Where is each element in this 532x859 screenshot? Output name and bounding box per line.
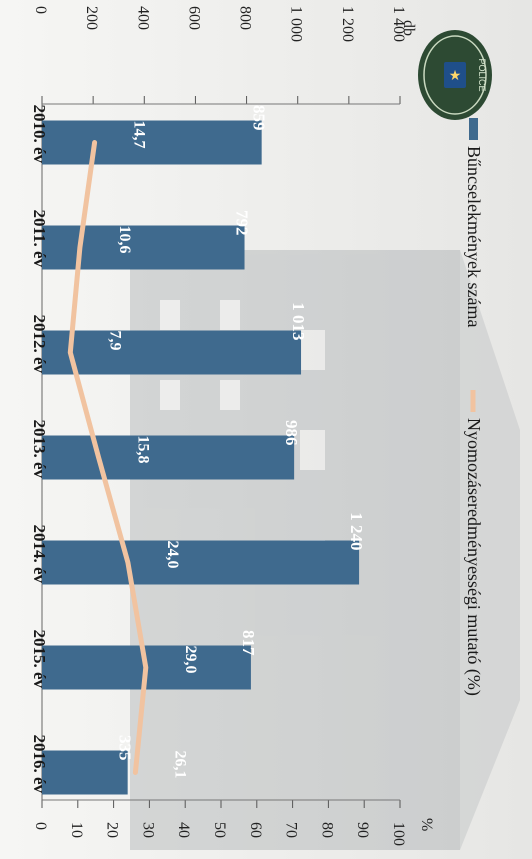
badge-text: POLICE — [477, 58, 487, 91]
tick-label-right: 90 — [354, 822, 371, 838]
line-series — [67, 140, 149, 775]
line-value-label: 26,1 — [171, 751, 188, 779]
bar-value-label: 1 013 — [289, 302, 308, 340]
legend-swatch-bars — [469, 118, 478, 140]
legend-label-line: Nyomozáseredményességi mutató (%) — [463, 418, 484, 696]
svg-text:★: ★ — [449, 67, 462, 83]
line-value-label: 24,0 — [164, 541, 181, 569]
tick-label-right: 20 — [104, 822, 121, 838]
labels: 859 2010. év 792 2011. év 1 013 2012. év 986 20… — [30, 105, 366, 794]
bar — [42, 225, 245, 270]
tick-label-right: 100 — [390, 822, 407, 846]
bar-value-label: 859 — [250, 105, 269, 131]
category-label: 2015. év — [30, 630, 49, 689]
line-value-label: 15,8 — [135, 436, 152, 464]
tick-label-left: 400 — [134, 6, 151, 30]
tick-label-right: 30 — [139, 822, 156, 838]
bar — [42, 750, 128, 795]
bar-value-label: 335 — [116, 735, 135, 761]
bar-value-label: 1 240 — [347, 512, 366, 550]
bar — [42, 330, 302, 375]
legend: Bűncselekmények száma Nyomozáseredményes… — [463, 118, 484, 696]
tick-label-left: 200 — [83, 6, 100, 30]
tick-label-right: 0 — [32, 822, 49, 830]
axis-unit-right: % — [418, 818, 435, 831]
bar — [42, 120, 262, 165]
line-value-label: 29,0 — [182, 646, 199, 674]
bar-value-label: 986 — [282, 420, 301, 446]
bar-value-label: 817 — [239, 630, 258, 656]
category-label: 2014. év — [30, 525, 49, 584]
tick-label-right: 50 — [211, 822, 228, 838]
category-label: 2011. év — [30, 210, 49, 268]
line-value-label: 14,7 — [131, 121, 148, 149]
tick-label-left: 0 — [32, 6, 49, 14]
bars — [42, 120, 360, 795]
tick-label-right: 40 — [175, 822, 192, 838]
tick-label-left: 1 000 — [288, 6, 305, 42]
axis-unit-left: db — [400, 20, 417, 36]
tick-label-left: 800 — [237, 6, 254, 30]
tick-label-right: 70 — [283, 822, 300, 838]
police-badge-icon: ★ POLICE — [418, 30, 492, 120]
category-label: 2013. év — [30, 420, 49, 479]
category-label: 2016. év — [30, 735, 49, 794]
tick-label-right: 10 — [68, 822, 85, 838]
bar — [42, 540, 360, 585]
bar — [42, 435, 295, 480]
tick-label-left: 1 200 — [339, 6, 356, 42]
tick-label-left: 600 — [185, 6, 202, 30]
category-label: 2010. év — [30, 105, 49, 164]
line-value-label: 7,9 — [106, 331, 123, 351]
tick-label-right: 60 — [247, 822, 264, 838]
tick-label-right: 80 — [318, 822, 335, 838]
legend-label-bars: Bűncselekmények száma — [464, 146, 484, 327]
tick-label-left: 1 400 — [390, 6, 407, 42]
line-value-label: 10,6 — [116, 226, 133, 254]
bar-value-label: 792 — [233, 210, 252, 236]
category-label: 2012. év — [30, 315, 49, 374]
